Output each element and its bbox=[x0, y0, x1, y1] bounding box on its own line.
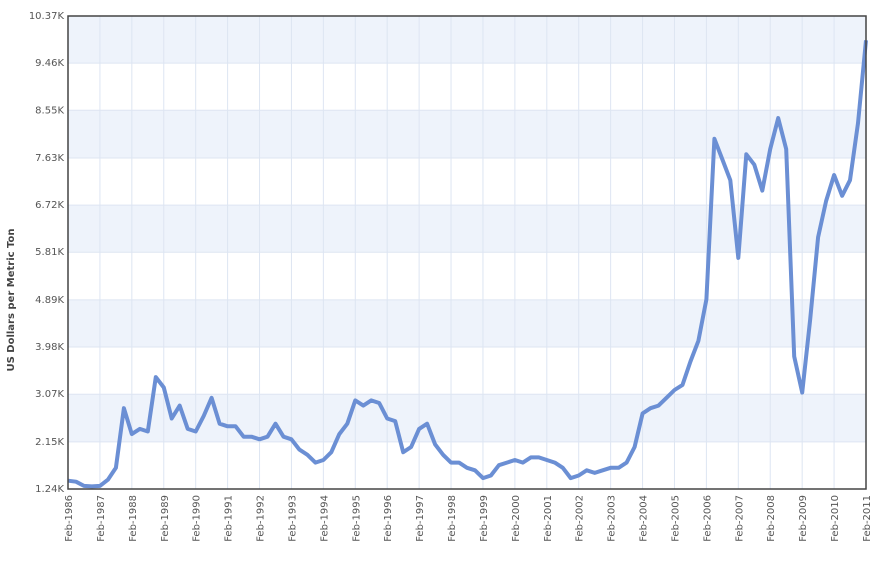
y-tick-label: 2.15K bbox=[35, 437, 64, 448]
x-tick-label: Feb-2008 bbox=[766, 495, 777, 542]
grid-band bbox=[68, 299, 866, 348]
grid-band bbox=[68, 16, 866, 64]
x-tick-label: Feb-1990 bbox=[192, 495, 203, 542]
grid-band bbox=[68, 394, 866, 442]
y-axis-label: US Dollars per Metric Ton bbox=[6, 228, 17, 371]
x-tick-label: Feb-1986 bbox=[64, 495, 75, 542]
x-tick-label: Feb-1995 bbox=[351, 495, 362, 542]
x-tick-label: Feb-2004 bbox=[639, 495, 650, 542]
y-tick-label: 10.37K bbox=[29, 11, 65, 22]
x-tick-label: Feb-1996 bbox=[383, 495, 394, 542]
x-tick-label: Feb-1987 bbox=[96, 495, 107, 542]
x-tick-label: Feb-2011 bbox=[862, 495, 870, 542]
y-tick-label: 7.63K bbox=[35, 153, 64, 164]
x-tick-label: Feb-1992 bbox=[256, 495, 267, 542]
x-tick-label: Feb-1989 bbox=[160, 495, 171, 542]
plot-border bbox=[67, 15, 867, 490]
x-tick-label: Feb-1997 bbox=[415, 495, 426, 542]
y-tick-label: 3.07K bbox=[35, 389, 64, 400]
x-tick-label: Feb-2006 bbox=[702, 495, 713, 542]
x-tick-label: Feb-1991 bbox=[224, 495, 235, 542]
y-tick-label: 9.46K bbox=[35, 58, 64, 69]
y-tick-label: 3.98K bbox=[35, 342, 64, 353]
x-tick-label: Feb-2001 bbox=[543, 495, 554, 542]
data-line bbox=[67, 40, 868, 489]
x-tick-label: Feb-1993 bbox=[287, 495, 298, 542]
grid-band bbox=[68, 205, 866, 253]
y-tick-label: 6.72K bbox=[35, 200, 64, 211]
x-tick-label: Feb-1994 bbox=[319, 495, 330, 542]
y-tick-label: 4.89K bbox=[35, 295, 64, 306]
x-tick-label: Feb-2000 bbox=[511, 495, 522, 542]
grid-band bbox=[68, 110, 866, 158]
x-tick-label: Feb-2010 bbox=[830, 495, 841, 542]
x-tick-label: Feb-2009 bbox=[798, 495, 809, 542]
x-tick-label: Feb-1988 bbox=[128, 495, 139, 542]
x-tick-label: Feb-2007 bbox=[734, 495, 745, 542]
x-tick-label: Feb-2003 bbox=[607, 495, 618, 542]
y-tick-label: 8.55K bbox=[35, 105, 64, 116]
x-tick-label: Feb-1998 bbox=[447, 495, 458, 542]
y-tick-label: 1.24K bbox=[35, 484, 64, 495]
x-tick-label: Feb-1999 bbox=[479, 495, 490, 542]
x-tick-label: Feb-2005 bbox=[670, 495, 681, 542]
x-tick-label: Feb-2002 bbox=[575, 495, 586, 542]
y-tick-label: 5.81K bbox=[35, 247, 64, 258]
